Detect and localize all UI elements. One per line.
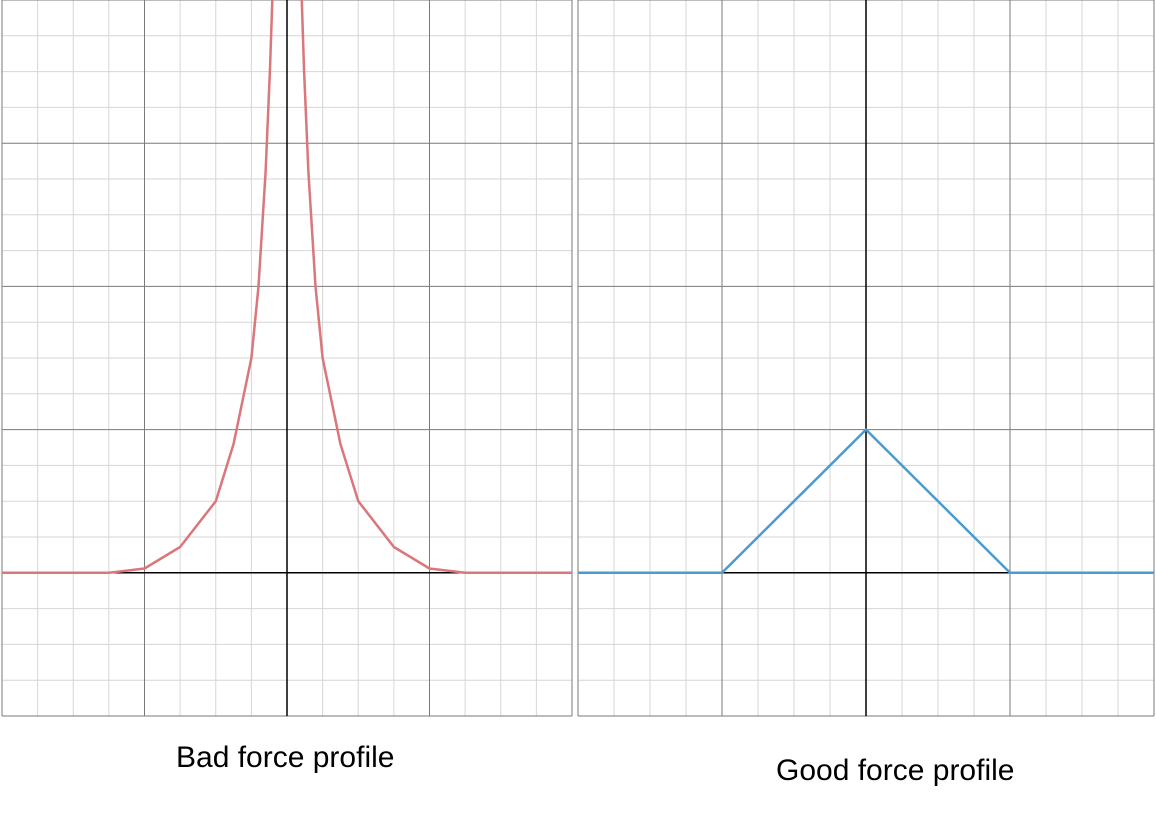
good-force-profile-caption: Good force profile (776, 754, 1015, 787)
good-force-profile-chart (577, 0, 1155, 717)
bad-force-profile-caption: Bad force profile (176, 741, 395, 774)
charts-canvas (1, 0, 1155, 717)
bad-force-profile-chart (1, 0, 573, 717)
good-force-profile-line (578, 428, 1154, 575)
bad-force-profile-line (2, 0, 572, 575)
